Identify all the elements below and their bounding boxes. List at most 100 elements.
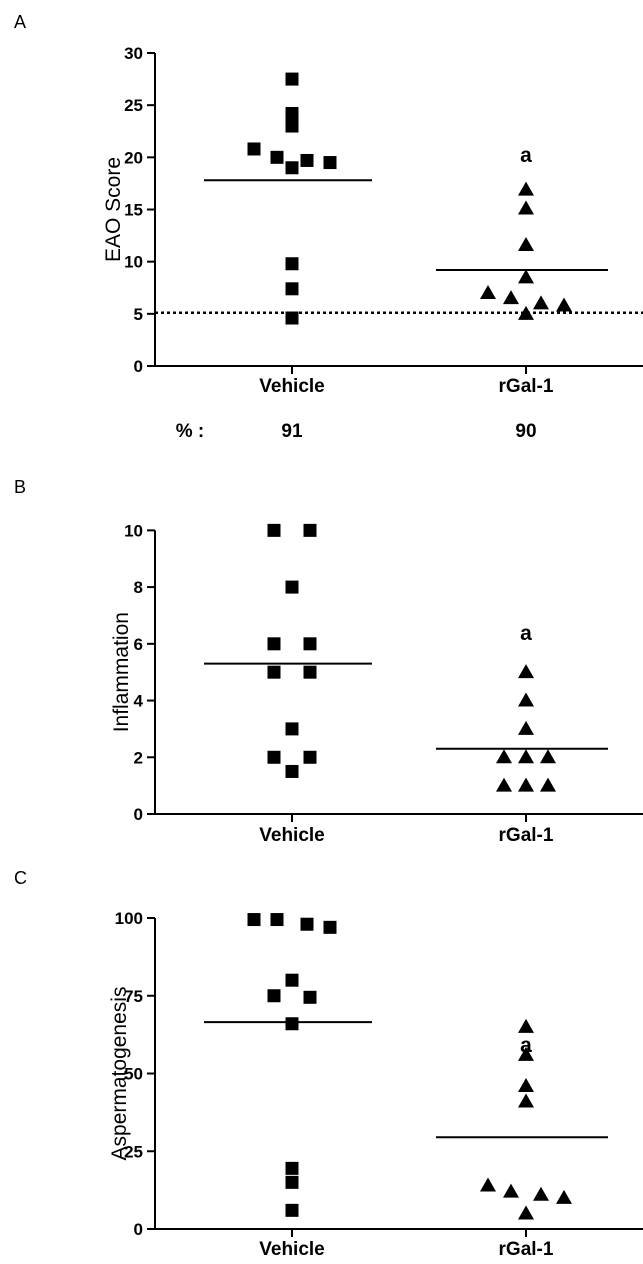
y-tick-label: 20	[124, 148, 143, 167]
y-tick-label: 30	[124, 44, 143, 63]
y-tick-label: 75	[124, 987, 143, 1006]
data-point-square	[285, 107, 299, 121]
x-tick-label: Vehicle	[259, 1239, 325, 1260]
y-tick-label: 10	[124, 253, 143, 272]
y-tick-label: 0	[134, 805, 143, 824]
data-point-square	[285, 257, 299, 271]
data-point-triangle	[533, 295, 549, 310]
data-point-square	[270, 150, 284, 164]
data-point-triangle	[518, 305, 534, 320]
panel-letter: A	[14, 12, 26, 32]
panel-b: B 0 2 4 6 8 10 Vehicle rGal-1 Inflammation a	[14, 477, 643, 846]
data-point-square	[323, 920, 337, 934]
percent-row-label: % :	[176, 421, 205, 442]
data-point-square	[300, 153, 314, 167]
y-tick-label: 25	[124, 1142, 143, 1161]
data-point-triangle	[496, 777, 512, 792]
x-tick-label: rGal-1	[499, 825, 554, 846]
data-point-triangle	[480, 284, 496, 299]
y-tick-label: 50	[124, 1065, 143, 1084]
y-tick-label: 25	[124, 96, 143, 115]
y-tick-label: 6	[134, 635, 143, 654]
significance-label: a	[520, 1034, 532, 1057]
data-point-square	[285, 1161, 299, 1175]
significance-label: a	[520, 144, 532, 167]
data-point-square	[300, 917, 314, 931]
data-point-triangle	[518, 749, 534, 764]
panel-letter: C	[14, 868, 27, 888]
data-point-triangle	[518, 269, 534, 284]
y-tick-label: 0	[134, 1220, 143, 1239]
data-point-square	[247, 913, 261, 927]
data-point-triangle	[518, 777, 534, 792]
panel-letter: B	[14, 477, 26, 497]
data-point-square	[285, 722, 299, 736]
data-point-triangle	[556, 297, 572, 312]
data-point-triangle	[533, 1186, 549, 1201]
data-point-square	[267, 523, 281, 537]
data-point-square	[285, 973, 299, 987]
y-tick-label: 100	[115, 909, 143, 928]
data-point-square	[267, 750, 281, 764]
x-tick-label: Vehicle	[259, 376, 325, 397]
data-point-square	[285, 161, 299, 175]
data-point-square	[285, 1175, 299, 1189]
data-point-square	[303, 637, 317, 651]
data-point-square	[303, 750, 317, 764]
y-axis-title: Aspermatogenesis	[108, 987, 131, 1161]
data-point-triangle	[518, 1077, 534, 1092]
data-point-square	[285, 1017, 299, 1031]
data-point-square	[323, 156, 337, 170]
data-point-square	[285, 119, 299, 133]
significance-label: a	[520, 622, 532, 645]
y-tick-label: 2	[134, 748, 143, 767]
data-point-triangle	[518, 200, 534, 215]
panel-c: C 0 25 50 75 100 Vehicle rGal-1 Aspermatogenesis…	[14, 868, 643, 1260]
x-tick-label: Vehicle	[259, 825, 325, 846]
data-point-square	[303, 990, 317, 1004]
data-point-triangle	[518, 1046, 534, 1061]
y-tick-label: 5	[134, 305, 143, 324]
data-point-triangle	[540, 749, 556, 764]
data-point-square	[270, 913, 284, 927]
data-point-square	[247, 142, 261, 156]
y-axis-title: Inflammation	[110, 612, 133, 732]
data-point-triangle	[518, 720, 534, 735]
data-point-triangle	[518, 181, 534, 196]
data-point-triangle	[518, 1205, 534, 1220]
data-point-triangle	[518, 1093, 534, 1108]
data-point-square	[285, 1203, 299, 1217]
data-point-triangle	[556, 1189, 572, 1204]
y-tick-label: 0	[134, 357, 143, 376]
x-tick-label: rGal-1	[499, 1239, 554, 1260]
data-point-square	[285, 580, 299, 594]
data-point-square	[285, 764, 299, 778]
y-tick-label: 4	[134, 692, 144, 711]
data-point-square	[267, 637, 281, 651]
data-point-triangle	[503, 1183, 519, 1198]
data-point-square	[303, 665, 317, 679]
data-point-triangle	[496, 749, 512, 764]
panel-a: A 0 5 10 15 20 25 30 Vehicle rGal-1 EAO Score a % : 9…	[14, 12, 643, 442]
percent-value: 90	[515, 421, 536, 442]
data-point-triangle	[518, 236, 534, 251]
x-tick-label: rGal-1	[499, 376, 554, 397]
data-point-square	[267, 665, 281, 679]
data-point-triangle	[540, 777, 556, 792]
data-point-square	[285, 282, 299, 296]
data-point-triangle	[503, 290, 519, 305]
data-point-triangle	[480, 1177, 496, 1192]
data-point-triangle	[518, 1018, 534, 1033]
data-point-square	[303, 523, 317, 537]
y-axis-title: EAO Score	[102, 157, 125, 262]
y-tick-label: 10	[124, 521, 143, 540]
data-point-triangle	[518, 692, 534, 707]
data-point-square	[285, 72, 299, 86]
percent-value: 91	[281, 421, 303, 442]
y-tick-label: 8	[134, 578, 143, 597]
data-point-triangle	[518, 664, 534, 679]
y-tick-label: 15	[124, 201, 143, 220]
data-point-square	[285, 311, 299, 325]
data-point-square	[267, 989, 281, 1003]
